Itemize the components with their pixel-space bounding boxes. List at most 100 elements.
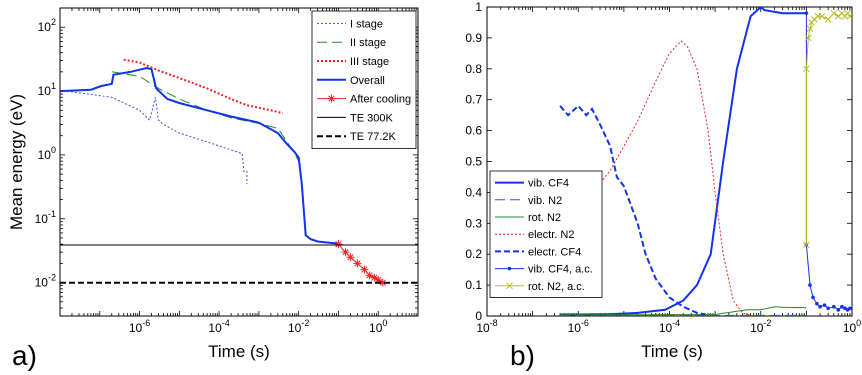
legend-item: electr. N2 — [495, 229, 574, 241]
series-vib-cf4 — [560, 7, 807, 316]
data-point-marker — [840, 304, 844, 309]
panel-b-ticks: 10-8 10-6 10-4 10-2 100 0 0.1 0.2 0.3 0.4 0.5 0.6 0.… — [465, 0, 861, 335]
data-point-marker — [832, 304, 836, 309]
series-line — [60, 66, 339, 245]
data-point-marker — [822, 303, 827, 307]
data-point-marker — [844, 9, 851, 17]
legend-item: III stage — [317, 56, 389, 68]
x-tick-label: 10-8 — [476, 318, 497, 335]
y-tick-label: 10-2 — [35, 273, 56, 290]
data-point-marker — [806, 25, 814, 32]
legend-item: rot. N2, a.c. — [495, 281, 585, 293]
legend-item: Overall — [317, 75, 385, 87]
series-line — [559, 104, 706, 316]
data-point-marker — [824, 16, 832, 23]
series-line — [560, 7, 807, 316]
legend-item: vib. CF4, a.c. — [495, 264, 593, 276]
data-point-marker — [803, 65, 810, 73]
x-tick-label: 100 — [843, 318, 861, 335]
legend-item: After cooling — [317, 94, 411, 106]
data-point-marker — [335, 241, 342, 248]
legend-label: TE 300K — [350, 112, 393, 124]
y-tick-label: 0.9 — [465, 31, 482, 45]
x-tick-label: 100 — [369, 318, 387, 335]
data-point-marker — [354, 260, 361, 267]
legend-label: I stage — [350, 18, 383, 30]
data-point-marker — [815, 301, 819, 306]
legend-item: electr. CF4 — [495, 246, 581, 258]
data-point-marker — [507, 266, 512, 271]
x-tick-label: 10-2 — [750, 318, 771, 335]
data-point-marker — [826, 306, 830, 311]
series-rot-n2-a-c- — [803, 9, 852, 249]
data-point-marker — [846, 13, 852, 20]
legend-item: TE 300K — [317, 112, 393, 124]
y-tick-label: 0.8 — [465, 62, 482, 76]
series-line — [111, 71, 304, 169]
y-tick-label: 0.7 — [465, 93, 482, 107]
legend-item: I stage — [317, 18, 383, 30]
panel-a-y-axis-title: Mean energy (eV) — [7, 94, 26, 230]
panel-b-legend: vib. CF4 vib. N2 rot. N2 electr. N2 electr. … — [489, 170, 603, 298]
data-point-marker — [803, 241, 810, 249]
data-point-marker — [371, 274, 378, 281]
series-line — [805, 12, 851, 245]
panel-b-series — [559, 7, 852, 316]
x-tick-label: 10-6 — [129, 318, 150, 335]
panel-a-chart: 10-6 10-4 10-2 100 10-2 10-1 100 101 102 I stage… — [7, 7, 419, 371]
legend-label: TE 77.2K — [350, 131, 397, 143]
data-point-marker — [843, 306, 847, 311]
series-line — [591, 40, 751, 316]
data-point-marker — [361, 266, 368, 273]
legend-label: III stage — [350, 56, 389, 68]
series-line — [560, 306, 807, 316]
legend-label: vib. CF4 — [528, 178, 569, 190]
data-point-marker — [836, 308, 841, 312]
y-tick-label: 1 — [475, 0, 482, 14]
y-tick-label: 0 — [475, 309, 482, 323]
legend-label: rot. N2, a.c. — [528, 281, 585, 293]
panel-b-label: b) — [510, 340, 535, 371]
series-line — [66, 90, 248, 184]
y-tick-label: 100 — [38, 145, 56, 162]
x-tick-label: 10-4 — [659, 318, 680, 335]
legend-label: electr. N2 — [528, 229, 574, 241]
data-point-marker — [818, 304, 822, 309]
series-vib-cf4-a-c- — [804, 11, 852, 312]
panel-a-x-axis-title: Time (s) — [208, 342, 270, 361]
series-rot-n2 — [560, 306, 807, 316]
series-line — [123, 58, 284, 115]
data-point-marker — [818, 12, 826, 20]
y-tick-label: 102 — [38, 17, 56, 34]
series-electr-n2 — [591, 40, 751, 316]
data-point-marker — [848, 306, 852, 311]
y-tick-label: 0.5 — [465, 155, 482, 169]
panel-a-plot-frame — [59, 7, 419, 317]
panel-b-chart: 10-8 10-6 10-4 10-2 100 0 0.1 0.2 0.3 0.4 0.5 0.6 0.… — [465, 0, 861, 371]
x-tick-label: 10-6 — [568, 318, 589, 335]
data-point-marker — [804, 34, 812, 42]
series-ii-stage — [111, 71, 304, 169]
panel-a-series — [60, 58, 418, 287]
data-point-marker — [328, 95, 335, 102]
data-point-marker — [342, 248, 349, 256]
panel-a-legend: I stage II stage III stage Overall After coo… — [311, 10, 417, 150]
series-after-cooling — [334, 240, 387, 287]
legend-label: Overall — [350, 75, 385, 87]
data-point-marker — [379, 279, 386, 286]
legend-item: vib. N2 — [495, 195, 562, 207]
data-point-marker — [838, 9, 846, 17]
series-electr-cf4 — [559, 104, 706, 316]
legend-label: After cooling — [350, 94, 411, 106]
y-tick-label: 0.3 — [465, 216, 482, 230]
series-line — [805, 13, 851, 311]
series-i-stage — [66, 90, 248, 184]
series-overall — [60, 66, 339, 245]
data-point-marker — [804, 11, 809, 15]
legend-label: electr. CF4 — [528, 246, 581, 258]
y-tick-label: 0.2 — [465, 247, 482, 261]
legend-label: rot. N2 — [528, 212, 561, 224]
data-point-marker — [830, 9, 838, 17]
panel-b-x-axis-title: Time (s) — [641, 342, 703, 361]
y-tick-label: 0.4 — [465, 185, 482, 199]
